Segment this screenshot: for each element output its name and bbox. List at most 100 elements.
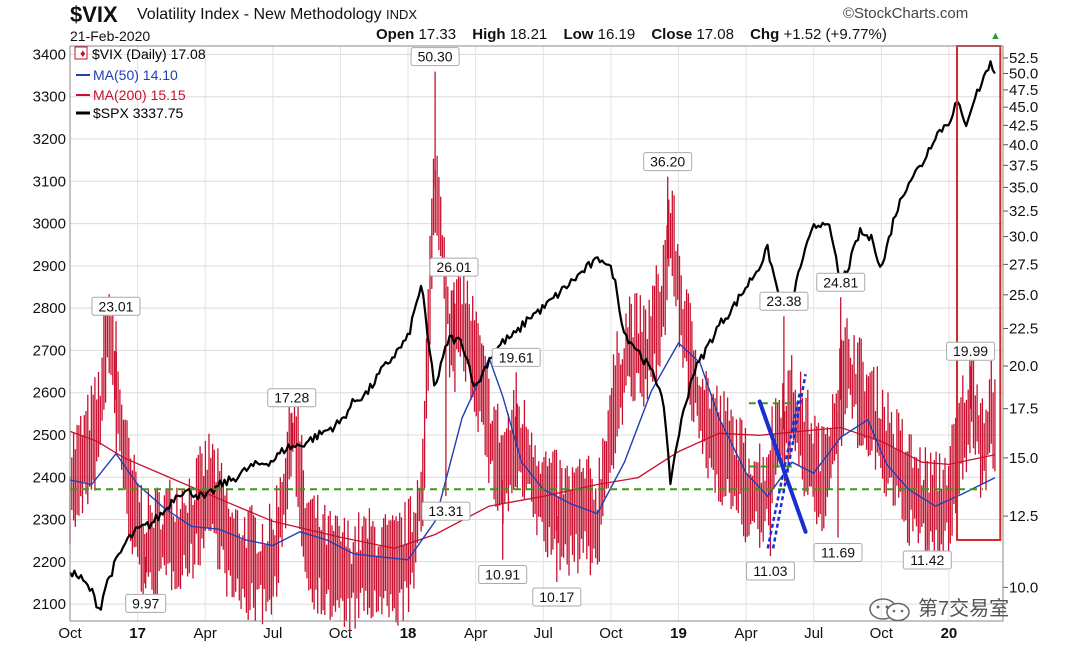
value-callout-box <box>421 501 471 521</box>
low-label: Low <box>563 26 594 43</box>
x-tick-label: Oct <box>58 625 82 642</box>
left-tick-label: 3200 <box>33 131 66 148</box>
chart-header: $VIX Volatility Index - New Methodology … <box>0 0 1080 52</box>
right-tick-label: 27.5 <box>1009 256 1038 273</box>
right-tick-label: 22.5 <box>1009 320 1038 337</box>
uptrend-dotted-line <box>766 390 802 549</box>
chat-bubbles-icon <box>869 597 910 621</box>
value-callout-box <box>745 561 795 581</box>
right-tick-label: 42.5 <box>1009 117 1038 134</box>
right-tick-label: 25.0 <box>1009 287 1038 304</box>
x-tick-label: Jul <box>263 625 282 642</box>
value-callout: 23.38 <box>766 293 801 309</box>
right-tick-label: 12.5 <box>1009 508 1038 525</box>
left-tick-label: 2500 <box>33 427 66 444</box>
right-tick-label: 15.0 <box>1009 450 1038 467</box>
chg-label: Chg <box>750 26 780 43</box>
x-tick-label: Apr <box>194 625 217 642</box>
value-callout-box <box>532 587 582 607</box>
uptrend-dotted-line <box>771 373 807 549</box>
x-tick-label: 20 <box>941 625 958 642</box>
x-tick-label: Apr <box>464 625 487 642</box>
ma50-layer <box>69 341 996 561</box>
high-label: High <box>472 26 506 43</box>
value-callout-box <box>759 291 809 311</box>
x-tick-label: Jul <box>534 625 553 642</box>
right-tick-label: 20.0 <box>1009 358 1038 375</box>
left-tick-label: 2400 <box>33 469 66 486</box>
x-tick-label: Jul <box>804 625 823 642</box>
left-tick-label: 2900 <box>33 258 66 275</box>
watermark-text: 第7交易室 <box>918 598 1010 620</box>
watermark: 第7交易室 <box>868 592 1009 623</box>
legend-vix-icon: ♦ <box>80 48 86 60</box>
legend-vix-swatch <box>74 46 88 60</box>
legend-vix: $VIX (Daily) 17.08 <box>92 46 206 62</box>
left-tick-label: 2600 <box>33 385 66 402</box>
value-callout: 10.91 <box>485 567 520 583</box>
left-tick-label: 2300 <box>33 512 66 529</box>
up-triangle-icon: ▲ <box>990 30 1001 42</box>
right-tick-label: 10.0 <box>1009 579 1038 596</box>
value-callout: 50.30 <box>418 49 453 65</box>
ma50-line <box>69 341 996 561</box>
value-callout: 10.17 <box>539 589 574 605</box>
value-callout: 11.42 <box>910 552 944 568</box>
index-name: Volatility Index - New Methodology INDX <box>137 6 417 24</box>
value-callout: 17.28 <box>274 390 309 406</box>
value-callout: 19.99 <box>953 343 988 359</box>
left-tick-label: 2100 <box>33 596 66 613</box>
ticker-symbol: $VIX <box>70 2 118 27</box>
left-tick-label: 3000 <box>33 216 66 233</box>
right-tick-label: 52.5 <box>1009 50 1038 67</box>
value-callout: 26.01 <box>436 259 471 275</box>
legend-ma200: MA(200) 15.15 <box>93 87 186 103</box>
value-callout: 11.69 <box>821 545 855 561</box>
value-callout: 23.01 <box>98 298 133 314</box>
value-callout-box <box>902 550 952 570</box>
value-callout-box <box>813 543 863 563</box>
x-tick-label: Apr <box>734 625 757 642</box>
x-tick-label: 19 <box>670 625 687 642</box>
value-callout: 13.31 <box>428 503 463 519</box>
index-title: Volatility Index - New Methodology <box>137 6 382 23</box>
value-callout-box <box>478 565 528 585</box>
annotations-layer: 23.01 9.97 17.28 50.30 26.01 13.31 19.61 10.91 1… <box>91 47 996 613</box>
open-label: Open <box>376 26 415 43</box>
exchange-label: INDX <box>386 7 418 22</box>
downtrend-line <box>757 399 808 534</box>
legend: ♦ $VIX (Daily) 17.08 MA(50) 14.10 MA(200… <box>74 46 206 121</box>
left-tick-label: 3300 <box>33 89 66 106</box>
right-tick-label: 17.5 <box>1009 401 1038 418</box>
low-value: 16.19 <box>597 26 636 43</box>
right-tick-label: 32.5 <box>1009 203 1038 220</box>
high-value: 18.21 <box>509 26 548 43</box>
left-tick-label: 2700 <box>33 342 66 359</box>
right-tick-label: 45.0 <box>1009 99 1038 116</box>
value-callout-box <box>429 257 479 277</box>
x-tick-label: 18 <box>400 625 417 642</box>
value-callout-box <box>946 341 996 361</box>
value-callout: 24.81 <box>823 274 858 290</box>
x-tick-label: Oct <box>870 625 894 642</box>
value-callout-box <box>91 296 141 316</box>
right-tick-label: 37.5 <box>1009 157 1038 174</box>
open-value: 17.33 <box>418 26 457 43</box>
right-tick-label: 30.0 <box>1009 229 1038 246</box>
right-tick-label: 47.5 <box>1009 82 1038 99</box>
value-callout-box <box>816 272 866 292</box>
value-callout-box <box>267 388 317 408</box>
close-label: Close <box>651 26 693 43</box>
plot-frame <box>69 45 1004 622</box>
x-tick-label: Oct <box>599 625 623 642</box>
chart-date: 21-Feb-2020 <box>70 28 151 44</box>
value-callout-box <box>491 347 541 367</box>
legend-ma50: MA(50) 14.10 <box>93 67 178 83</box>
left-tick-label: 2800 <box>33 300 66 317</box>
axis-ticks: 2100 2200 2300 2400 2500 2600 2700 2800 2900 3000… <box>33 46 1039 642</box>
close-value: 17.08 <box>696 26 734 43</box>
right-tick-label: 40.0 <box>1009 137 1038 154</box>
x-tick-label: 17 <box>129 625 146 642</box>
left-tick-label: 3100 <box>33 173 66 190</box>
value-callout-box <box>410 47 460 67</box>
